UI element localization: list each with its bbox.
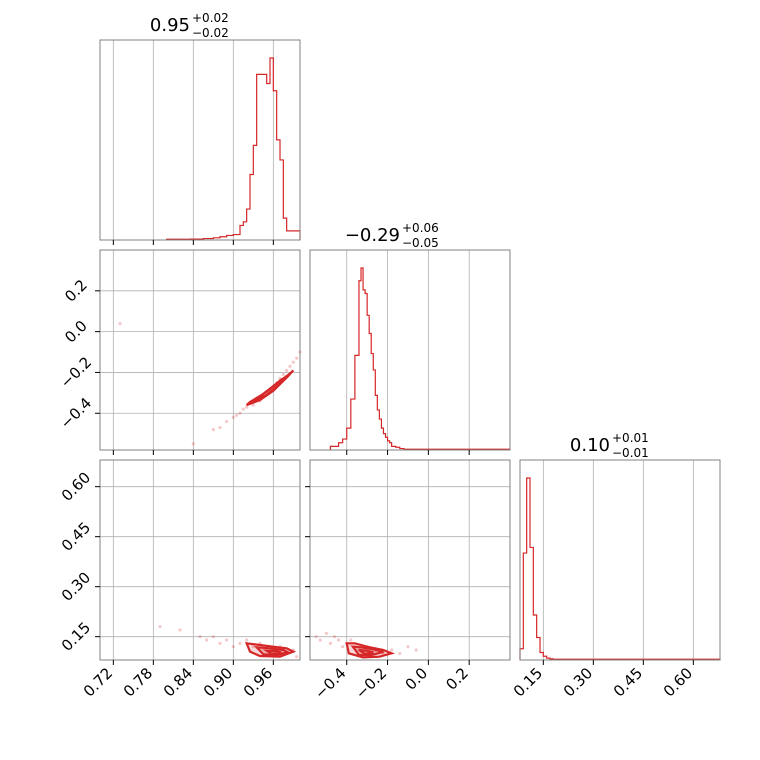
lower-error: −0.01	[612, 446, 649, 460]
scatter-point	[341, 645, 345, 649]
x-tick-label: 0.2	[442, 664, 472, 694]
upper-error: +0.02	[192, 11, 229, 25]
panel-1-1: −0.29 +0.06−0.05	[309, 221, 511, 455]
x-tick-label: 0.0	[402, 664, 432, 694]
scatter-point	[288, 364, 292, 368]
scatter-point	[178, 628, 182, 632]
scatter-point	[332, 635, 337, 639]
scatter-point	[225, 419, 229, 424]
y-tick-label: 0.60	[58, 468, 94, 504]
scatter-point	[318, 638, 322, 642]
scatter-point	[118, 321, 122, 326]
scatter-point	[205, 638, 209, 642]
y-tick-label: 0.30	[58, 568, 94, 604]
x-tick-label: 0.90	[200, 664, 236, 700]
grid	[112, 40, 274, 240]
y-tick-label: 0.2	[61, 276, 91, 306]
x-tick-label: 0.15	[510, 664, 546, 700]
scatter-point	[218, 425, 222, 430]
scatter-point	[211, 427, 215, 432]
scatter-point	[390, 648, 394, 652]
median-value: −0.29	[345, 225, 400, 246]
panel-frame	[99, 249, 301, 451]
x-tick-label: −0.2	[352, 664, 390, 702]
param-title-1: −0.29 +0.06−0.05	[345, 221, 439, 250]
y-tick-label: −0.4	[57, 394, 95, 432]
x-tick-label: 0.60	[660, 664, 696, 700]
scatter-point	[198, 635, 202, 639]
scatter-point	[349, 638, 353, 642]
median-value: 0.95	[150, 15, 190, 36]
panel-2-0: 0.72 0.78 0.84 0.90 0.96 0.15 0.30 0.45 0.60	[58, 459, 301, 700]
histogram-2	[519, 477, 721, 660]
grid	[100, 250, 300, 450]
scatter-point	[218, 641, 222, 645]
panel-1-0: −0.4−0.2 0.0 0.2	[57, 249, 302, 455]
scatter-point	[231, 415, 235, 419]
scatter-point	[295, 356, 299, 360]
scatter-point	[285, 368, 289, 373]
median-value: 0.10	[570, 435, 610, 456]
histogram-1	[329, 267, 511, 450]
scatter-point	[336, 638, 341, 642]
panel-frame	[309, 459, 511, 661]
scatter-point	[235, 413, 239, 417]
y-tick-label: 0.45	[58, 518, 94, 554]
panel-frame	[309, 249, 511, 451]
scatter-point	[225, 638, 229, 642]
density-contour	[252, 374, 290, 404]
scatter-point	[158, 625, 162, 629]
scatter-point	[328, 641, 333, 645]
x-tick-label: 0.30	[560, 664, 596, 700]
panel-2-1: −0.4 −0.2 0.0 0.2	[305, 459, 511, 703]
grid	[100, 460, 300, 660]
scatter-point	[324, 631, 328, 635]
y-tick-label: 0.0	[61, 317, 91, 347]
x-tick-label: 0.84	[160, 664, 196, 700]
scatter-point	[414, 648, 418, 652]
scatter-point	[245, 638, 249, 642]
scatter-point	[406, 645, 410, 649]
scatter-point	[231, 645, 235, 649]
density-contour	[358, 648, 374, 656]
scatter-point	[295, 655, 299, 659]
scatter-point	[251, 645, 255, 649]
x-tick-label: 0.72	[80, 664, 116, 700]
grid	[310, 460, 510, 660]
x-tick-label: −0.4	[311, 664, 349, 702]
scatter-point	[398, 651, 402, 655]
upper-error: +0.06	[402, 221, 439, 235]
param-title-2: 0.10 +0.01−0.01	[570, 431, 649, 460]
scatter-point	[314, 635, 318, 639]
scatter-point	[238, 641, 242, 645]
scatter-point	[245, 405, 249, 409]
upper-error: +0.01	[612, 431, 649, 445]
scatter-point	[291, 360, 295, 364]
scatter-point	[241, 407, 245, 411]
y-tick-label: 0.15	[58, 618, 94, 654]
lower-error: −0.05	[402, 236, 439, 250]
y-tick-label: −0.2	[57, 353, 95, 391]
histogram-0	[166, 57, 301, 240]
x-tick-label: 0.96	[240, 664, 276, 700]
lower-error: −0.02	[192, 26, 229, 40]
scatter-point	[211, 635, 215, 639]
scatter-point	[281, 372, 285, 377]
grid	[542, 460, 694, 660]
panel-frame	[519, 459, 721, 661]
panel-frame	[99, 39, 301, 241]
scatter-point	[251, 403, 255, 407]
grid	[346, 250, 470, 450]
scatter-point	[191, 442, 195, 446]
panel-2-2: 0.15 0.30 0.45 0.60 0.10 +0.01−0.01	[510, 431, 721, 700]
density-contour	[262, 649, 282, 656]
param-title-0: 0.95 +0.02−0.02	[150, 11, 229, 40]
x-tick-label: 0.78	[120, 664, 156, 700]
panel-frame	[99, 459, 301, 661]
panel-0-0: 0.95 +0.02−0.02	[99, 11, 301, 245]
x-tick-label: 0.45	[610, 664, 646, 700]
scatter-point	[238, 411, 242, 415]
